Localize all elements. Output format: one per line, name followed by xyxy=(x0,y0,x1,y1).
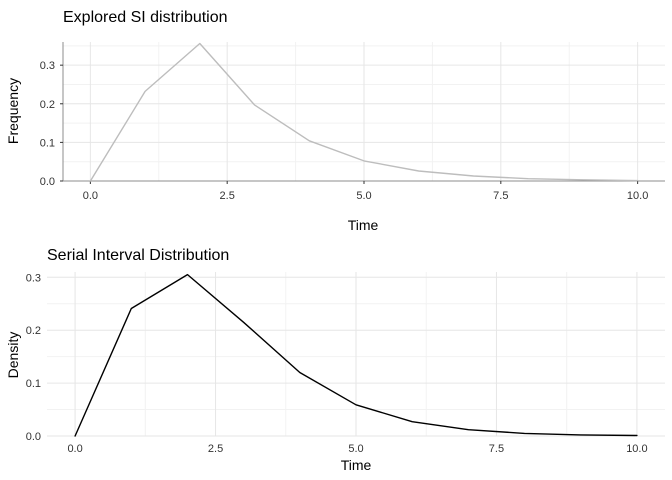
x-tick-label: 0.0 xyxy=(67,443,82,455)
x-axis-title-serial-interval: Time xyxy=(341,457,372,473)
explored-si-panel: Explored SI distribution 0.0 2.5 5.0 7.5 10.… xyxy=(5,9,665,233)
y-tick-label: 0.1 xyxy=(26,378,41,390)
chart-title-explored-si: Explored SI distribution xyxy=(63,9,228,26)
series-line xyxy=(89,42,639,182)
chart-title-serial-interval: Serial Interval Distribution xyxy=(47,247,229,264)
p0-axes xyxy=(60,42,665,184)
x-tick-label: 2.5 xyxy=(208,443,223,455)
p1-y-tick-labels: 0.0 0.1 0.2 0.3 xyxy=(26,272,41,443)
y-tick-label: 0.2 xyxy=(26,325,41,337)
x-tick-label: 7.5 xyxy=(489,443,504,455)
x-tick-label: 10.0 xyxy=(626,443,647,455)
p1-x-tick-labels: 0.0 2.5 5.0 7.5 10.0 xyxy=(67,443,647,455)
p1-grid xyxy=(47,272,665,437)
x-tick-label: 10.0 xyxy=(627,190,648,202)
p1-series xyxy=(74,273,638,437)
series-line xyxy=(74,273,638,437)
y-tick-label: 0.1 xyxy=(40,137,55,149)
x-tick-label: 2.5 xyxy=(220,190,235,202)
y-tick-label: 0.3 xyxy=(40,60,55,72)
p0-grid xyxy=(63,42,665,182)
y-tick-label: 0.0 xyxy=(40,176,55,188)
x-axis-title-explored-si: Time xyxy=(348,217,379,233)
x-tick-label: 0.0 xyxy=(83,190,98,202)
y-tick-label: 0.3 xyxy=(26,272,41,284)
x-tick-label: 7.5 xyxy=(493,190,508,202)
y-axis-title-explored-si: Frequency xyxy=(5,78,21,144)
p0-x-tick-labels: 0.0 2.5 5.0 7.5 10.0 xyxy=(83,190,649,202)
y-tick-label: 0.2 xyxy=(40,99,55,111)
p0-y-tick-labels: 0.0 0.1 0.2 0.3 xyxy=(40,60,55,188)
x-tick-label: 5.0 xyxy=(356,190,371,202)
p0-series xyxy=(89,42,639,182)
x-tick-label: 5.0 xyxy=(348,443,363,455)
y-tick-label: 0.0 xyxy=(26,431,41,443)
y-axis-title-serial-interval: Density xyxy=(5,332,21,379)
serial-interval-panel: Serial Interval Distribution 0.0 2.5 5.0 7.… xyxy=(5,247,665,473)
